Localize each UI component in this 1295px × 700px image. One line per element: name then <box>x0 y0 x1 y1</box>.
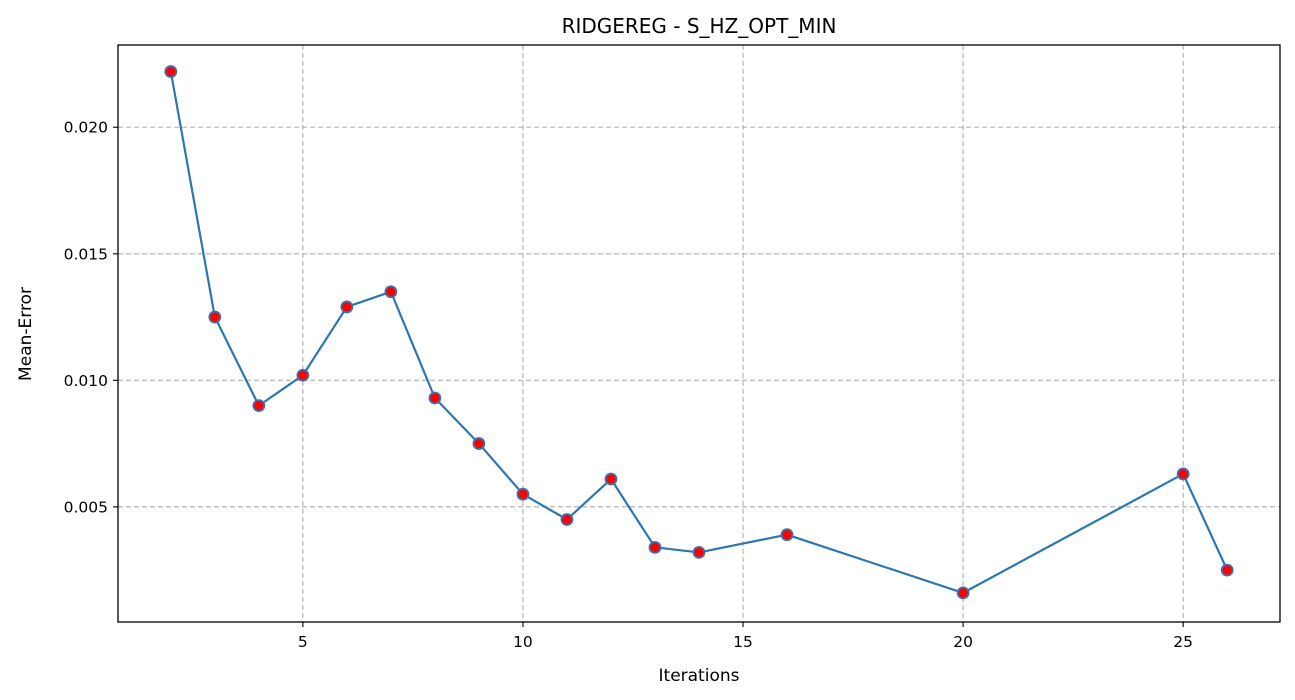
data-point <box>384 285 398 299</box>
data-point <box>428 391 442 405</box>
plot-area-frame <box>117 44 1281 623</box>
data-point <box>252 399 266 413</box>
data-point <box>164 65 178 78</box>
y-tick-label: 0.005 <box>64 498 108 516</box>
data-point <box>648 540 662 554</box>
data-point <box>692 546 706 559</box>
x-tick-label: 20 <box>953 633 973 651</box>
data-point <box>560 513 574 526</box>
series-line <box>169 71 1229 595</box>
series-layer <box>164 65 1234 600</box>
data-point <box>208 310 222 324</box>
data-point <box>1220 563 1234 577</box>
y-tick-label: 0.020 <box>64 119 108 137</box>
data-point <box>472 437 486 450</box>
y-tick-label: 0.015 <box>64 245 108 263</box>
x-tick-label: 10 <box>513 633 533 651</box>
chart-title: RIDGEREG - S_HZ_OPT_MIN <box>562 14 837 38</box>
y-tick-label: 0.010 <box>64 372 108 390</box>
x-tick-label: 5 <box>298 633 308 651</box>
x-tick-label: 15 <box>733 633 753 651</box>
data-point <box>1176 467 1190 481</box>
axis-ticks: 5 10 15 20 25 0.005 0.010 0.015 0.020 <box>64 119 1193 651</box>
data-point <box>296 368 310 382</box>
x-axis-label: Iterations <box>659 666 740 686</box>
grid-lines <box>118 45 1280 622</box>
x-tick-label: 25 <box>1173 633 1193 651</box>
y-axis-label: Mean-Error <box>16 287 36 381</box>
data-point <box>604 472 618 486</box>
data-point <box>516 487 530 501</box>
data-point <box>780 528 794 542</box>
data-point <box>340 300 354 314</box>
data-point <box>956 586 970 600</box>
